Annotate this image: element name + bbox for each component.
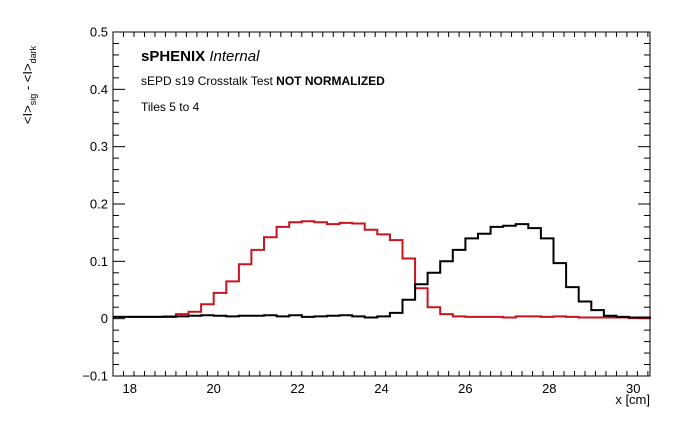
y-tick-label: 0.2 xyxy=(90,197,108,212)
annotation-test: sEPD s19 Crosstalk Test NOT NORMALIZED xyxy=(141,74,385,88)
y-tick-label: 0.4 xyxy=(90,82,108,97)
annotation-experiment-name: sPHENIX xyxy=(141,48,206,65)
annotation-not-normalized: NOT NORMALIZED xyxy=(276,74,385,88)
y-axis-label-wrap: <I>sig - <I>dark xyxy=(14,20,44,150)
x-tick-label: 20 xyxy=(206,381,220,396)
y-tick-label: 0.1 xyxy=(90,254,108,269)
tick-marks xyxy=(112,31,650,377)
x-tick-label: 24 xyxy=(374,381,388,396)
x-tick-label: 22 xyxy=(290,381,304,396)
y-tick-label: 0.5 xyxy=(90,25,108,40)
y-tick-label: 0 xyxy=(101,311,108,326)
series-red-line xyxy=(113,220,651,320)
series-black-line xyxy=(113,223,651,319)
series-group xyxy=(113,220,651,320)
annotation-tiles: Tiles 5 to 4 xyxy=(141,100,200,114)
x-tick-label: 30 xyxy=(626,381,640,396)
annotation-test-name: sEPD s19 Crosstalk Test xyxy=(141,74,273,88)
x-axis-label: x [cm] xyxy=(615,392,650,407)
x-tick-label: 18 xyxy=(123,381,137,396)
x-tick-label: 26 xyxy=(458,381,472,396)
annotation-experiment: sPHENIX Internal xyxy=(141,48,259,65)
y-tick-label: 0.3 xyxy=(90,139,108,154)
x-tick-label: 28 xyxy=(542,381,556,396)
tick-labels: 18 20 22 24 26 28 30 −0.1 0 0.1 0.2 0.3 0.4 0.5 xyxy=(82,25,640,397)
annotation-internal: Internal xyxy=(209,48,260,65)
y-axis-label: <I>sig - <I>dark xyxy=(20,45,38,125)
y-tick-label: −0.1 xyxy=(82,369,108,384)
